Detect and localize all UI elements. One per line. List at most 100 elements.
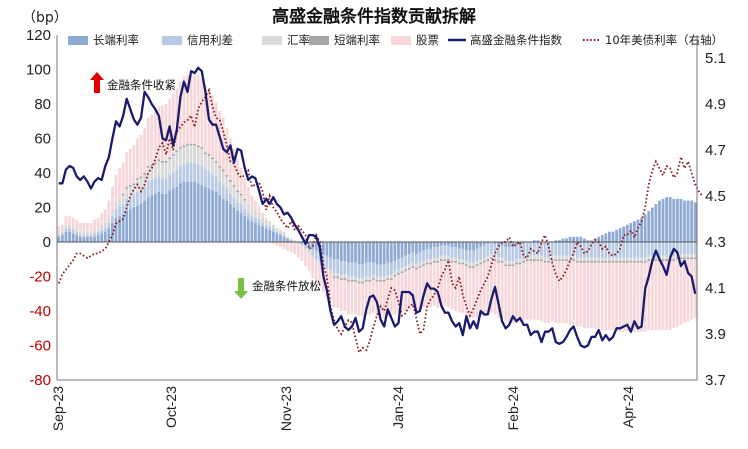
bar-credit: [93, 233, 96, 237]
bar-equity: [418, 267, 422, 310]
bar-credit: [425, 248, 429, 260]
bar-long-rate: [103, 231, 107, 242]
bar-credit: [189, 162, 193, 182]
bar-credit: [536, 242, 540, 256]
bar-equity: [522, 262, 525, 322]
bar-short-rate: [690, 257, 694, 260]
bar-credit: [608, 242, 611, 258]
bar-credit: [557, 242, 561, 256]
bar-short-rate: [643, 260, 647, 263]
bar-long-rate: [86, 236, 89, 242]
bar-long-rate: [175, 186, 179, 242]
bar-equity: [257, 205, 261, 213]
bar-fx: [443, 255, 447, 260]
bar-fx: [71, 226, 75, 230]
bar-equity: [64, 216, 68, 225]
bar-fx: [268, 221, 272, 227]
bar-long-rate: [561, 238, 565, 242]
bar-short-rate: [597, 260, 601, 263]
left-tick-label: 120: [26, 27, 51, 44]
bar-long-rate: [264, 228, 268, 242]
bar-credit: [643, 242, 647, 258]
bar-long-rate: [411, 242, 415, 253]
bar-long-rate: [675, 198, 679, 243]
bar-fx: [497, 257, 500, 261]
bar-equity: [532, 260, 536, 320]
bar-credit: [532, 242, 536, 256]
bar-credit: [464, 250, 468, 261]
bar-credit: [218, 181, 222, 196]
bar-short-rate: [575, 260, 579, 263]
bar-long-rate: [153, 193, 157, 242]
bar-equity: [375, 281, 379, 317]
bar-long-rate: [636, 219, 640, 242]
bar-long-rate: [575, 236, 579, 242]
bar-short-rate: [157, 159, 161, 161]
bar-credit: [139, 190, 143, 205]
bar-credit: [404, 255, 407, 267]
bar-short-rate: [239, 193, 243, 196]
bar-long-rate: [182, 181, 186, 243]
bar-short-rate: [622, 260, 626, 263]
tighten-arrow-icon: [90, 72, 104, 93]
bar-long-rate: [171, 188, 175, 242]
bar-credit: [604, 242, 608, 258]
bar-short-rate: [225, 174, 229, 177]
bar-short-rate: [418, 266, 422, 268]
bar-fx: [271, 224, 275, 229]
bar-short-rate: [443, 259, 447, 261]
bar-credit: [422, 250, 425, 261]
bar-short-rate: [461, 262, 465, 265]
bar-short-rate: [536, 259, 540, 261]
bar-credit: [575, 242, 579, 258]
bar-short-rate: [182, 145, 186, 148]
bar-equity: [250, 195, 254, 210]
bar-short-rate: [164, 160, 168, 163]
bar-equity: [650, 260, 654, 330]
bar-long-rate: [622, 226, 626, 242]
bar-long-rate: [629, 223, 633, 242]
bar-equity: [89, 223, 93, 232]
bar-equity: [75, 219, 79, 229]
bar-equity: [239, 167, 243, 194]
bar-fx: [690, 254, 694, 258]
bar-credit: [693, 242, 697, 255]
bar-credit: [60, 233, 64, 236]
bar-equity: [311, 257, 315, 279]
bar-long-rate: [82, 236, 86, 242]
bar-fx: [246, 204, 250, 213]
bar-equity: [586, 262, 590, 329]
bar-credit: [647, 242, 651, 256]
bar-equity: [136, 138, 139, 179]
bar-credit: [572, 242, 576, 256]
bar-equity: [582, 262, 586, 329]
bar-equity: [364, 281, 368, 315]
bar-short-rate: [332, 276, 336, 279]
bar-credit: [686, 242, 690, 255]
bar-short-rate: [161, 160, 164, 163]
bar-long-rate: [672, 198, 676, 243]
bar-equity: [357, 283, 361, 317]
bar-long-rate: [193, 181, 197, 243]
bar-long-rate: [389, 242, 393, 263]
bar-long-rate: [468, 242, 472, 251]
bar-long-rate: [486, 242, 490, 244]
bar-long-rate: [332, 242, 336, 260]
bar-credit: [382, 264, 386, 277]
bar-fx: [482, 257, 486, 261]
bar-equity: [71, 217, 75, 227]
bar-short-rate: [354, 279, 357, 282]
bar-fx: [343, 274, 347, 279]
bar-fx: [397, 269, 400, 274]
bar-equity: [325, 271, 329, 298]
bar-equity: [128, 148, 132, 186]
bar-short-rate: [618, 260, 622, 263]
bar-credit: [515, 245, 518, 260]
bar-equity: [271, 242, 275, 244]
bar-short-rate: [486, 259, 490, 261]
bar-short-rate: [693, 257, 697, 260]
bar-credit: [229, 193, 232, 205]
bar-fx: [643, 257, 647, 261]
bar-short-rate: [615, 260, 618, 263]
